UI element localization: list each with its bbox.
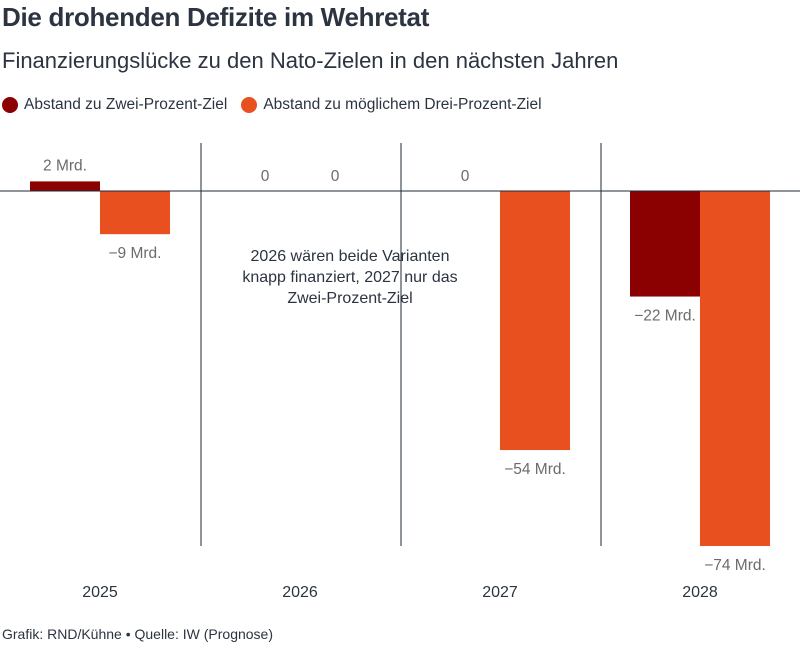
x-tick-2025: 2025 xyxy=(82,584,118,601)
bar-2025-series-2 xyxy=(100,191,170,235)
bar-2028-series-1 xyxy=(630,191,700,297)
bar-2027-series-2 xyxy=(500,191,570,451)
value-label-2025-series-1: 2 Mrd. xyxy=(43,157,87,174)
value-label-2028-series-2: −74 Mrd. xyxy=(704,557,766,574)
chart-subtitle: Finanzierungslücke zu den Nato-Zielen in… xyxy=(2,48,619,73)
x-tick-labels: 2025 2026 2027 2028 xyxy=(82,584,718,601)
legend-swatch-zwei-prozent xyxy=(2,97,18,113)
bar-2025-series-1 xyxy=(30,181,100,191)
value-label-2025-series-2: −9 Mrd. xyxy=(109,245,162,262)
chart-title: Die drohenden Defizite im Wehretat xyxy=(2,2,430,32)
value-label-2026-series-1: 0 xyxy=(261,168,270,185)
bars xyxy=(30,181,770,546)
legend-label-zwei-prozent: Abstand zu Zwei-Prozent-Ziel xyxy=(24,96,228,113)
value-labels: 2 Mrd. 0 0 −22 Mrd. −9 Mrd. 0 −54 Mrd. −74 Mrd. xyxy=(43,157,766,574)
source-footer: Grafik: RND/Kühne • Quelle: IW (Prognose… xyxy=(2,626,273,642)
value-label-2026-series-2: 0 xyxy=(331,168,340,185)
x-tick-2028: 2028 xyxy=(682,584,718,601)
value-label-2027-series-2: −54 Mrd. xyxy=(504,461,566,478)
annotation-text: 2026 wären beide Varianten knapp finanzi… xyxy=(242,248,458,307)
bar-2028-series-2 xyxy=(700,191,770,546)
legend-label-drei-prozent: Abstand zu möglichem Drei-Prozent-Ziel xyxy=(263,96,542,113)
legend-item-drei-prozent: Abstand zu möglichem Drei-Prozent-Ziel xyxy=(241,96,542,114)
x-tick-2026: 2026 xyxy=(282,584,318,601)
legend-swatch-drei-prozent xyxy=(241,97,258,113)
value-label-2028-series-1: −22 Mrd. xyxy=(634,308,696,325)
value-label-2027-series-1: 0 xyxy=(461,168,470,185)
x-tick-2027: 2027 xyxy=(482,584,518,601)
year-separators xyxy=(200,143,602,546)
legend: Abstand zu Zwei-Prozent-Ziel Abstand zu … xyxy=(2,96,556,114)
legend-item-zwei-prozent: Abstand zu Zwei-Prozent-Ziel xyxy=(2,96,227,114)
